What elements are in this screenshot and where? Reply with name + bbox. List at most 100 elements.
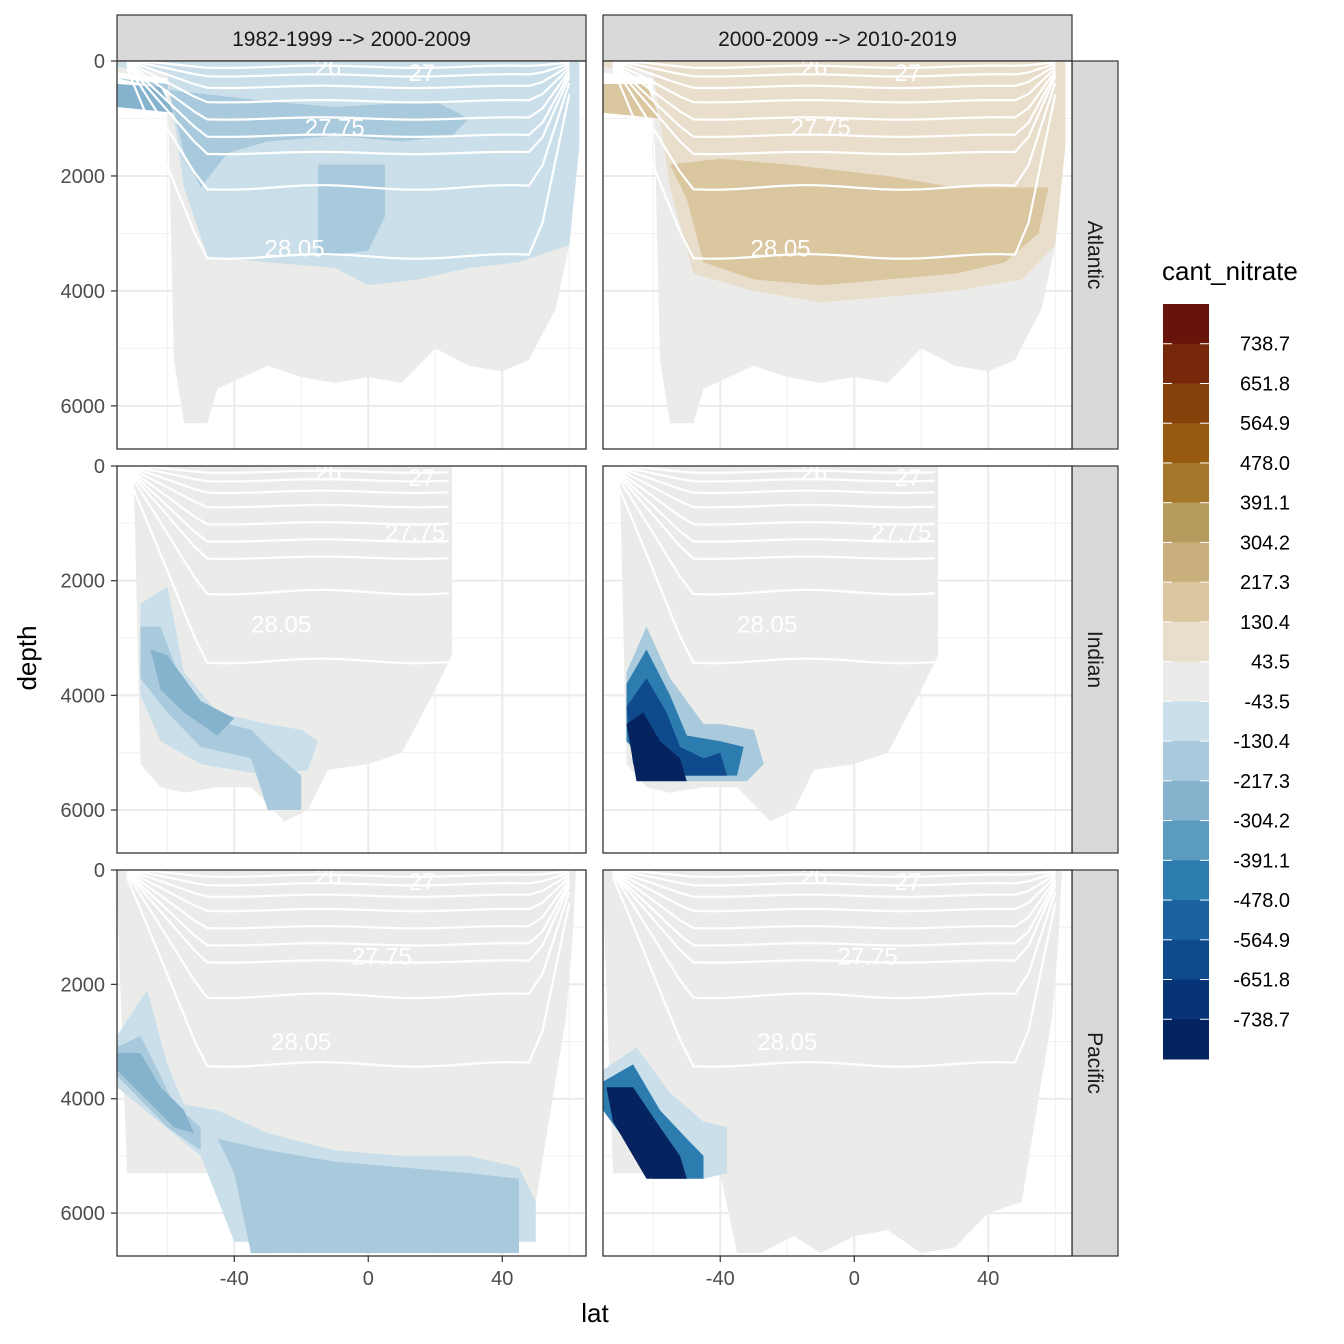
legend-break-label: 43.5: [1251, 652, 1290, 674]
isopycnal-label: 27: [894, 465, 921, 492]
y-tick-label: 4000: [61, 685, 106, 707]
legend-break-label: -478.0: [1233, 890, 1290, 912]
facet-panel: 26 27 27.75 28.05: [117, 870, 586, 1256]
legend-swatch: [1163, 304, 1209, 345]
isopycnal-label: 28.05: [271, 1029, 331, 1056]
isopycnal-line: [126, 870, 571, 913]
isopycnal-label: 27: [894, 60, 921, 87]
panel-border: [116, 465, 587, 854]
isopycnal-label: 27: [894, 869, 921, 896]
isopycnal-line: [126, 61, 570, 78]
isopycnal-line: [613, 466, 935, 475]
y-tick-label: 0: [94, 51, 105, 73]
y-tick-label: 6000: [61, 1203, 106, 1225]
isopycnal-line: [126, 62, 571, 139]
legend-swatch: [1163, 582, 1209, 623]
legend-break-label: 564.9: [1240, 413, 1290, 435]
legend-break-label: -564.9: [1233, 930, 1290, 952]
legend-swatch: [1163, 979, 1209, 1020]
row-strip-label: Atlantic: [1083, 221, 1106, 290]
legend-break-label: 391.1: [1240, 493, 1290, 515]
y-tick-label: 0: [94, 860, 105, 882]
y-tick-label: 4000: [61, 1089, 106, 1111]
isopycnal-line: [612, 871, 1057, 947]
isopycnal-line: [612, 467, 935, 543]
legend-swatch: [1163, 502, 1209, 543]
isopycnal-line: [126, 469, 449, 596]
isopycnal-line: [612, 466, 935, 509]
isopycnal-line: [613, 870, 1056, 878]
isopycnal-label: 26: [801, 863, 828, 890]
panel-border: [116, 869, 587, 1257]
legend-break-label: 217.3: [1240, 572, 1290, 594]
isopycnal-line: [612, 870, 1057, 913]
y-axis-title: depth: [12, 625, 42, 690]
isopycnal-label: 26: [315, 459, 342, 486]
cant-patch: [217, 1138, 519, 1254]
isopycnal-label: 27.75: [352, 943, 412, 970]
column-strip-label: 2000-2009 --> 2010-2019: [718, 28, 957, 51]
isopycnal-label: 26: [801, 459, 828, 486]
facet-panel: 26 27 27.75 28.05: [603, 459, 1072, 853]
isopycnal-line: [612, 870, 1056, 899]
x-tick-label: 0: [849, 1268, 860, 1290]
isopycnal-label: 27.75: [385, 520, 445, 547]
legend-swatch: [1163, 343, 1209, 384]
column-strip: [116, 14, 587, 62]
isopycnal-line: [125, 68, 571, 260]
legend-break-label: -43.5: [1244, 691, 1290, 713]
isopycnal-label: 28.05: [737, 611, 797, 638]
isopycnal-line: [126, 63, 571, 156]
facet-panel: 26 27 27.75 28.05: [117, 459, 586, 853]
cant-patch: [117, 84, 174, 113]
cant-patch: [626, 712, 687, 782]
isopycnal-label: 27.75: [871, 520, 931, 547]
legend-swatch: [1163, 542, 1209, 583]
legend-title: cant_nitrate: [1162, 256, 1298, 286]
isopycnal-line: [612, 468, 935, 561]
y-tick-label: 6000: [61, 396, 106, 418]
isopycnal-line: [612, 64, 1057, 191]
isopycnal-line: [612, 62, 1057, 139]
isopycnal-line: [126, 466, 449, 494]
isopycnal-label: 28.05: [265, 235, 325, 262]
isopycnal-line: [612, 466, 935, 494]
cant-patch: [606, 1087, 687, 1179]
panel-border: [116, 60, 587, 450]
legend-swatch: [1163, 621, 1209, 663]
isopycnal-line: [612, 872, 1057, 964]
facet-panel: 26 27 27.75 28.05: [117, 60, 586, 449]
legend-break-label: 738.7: [1240, 334, 1290, 356]
legend-swatch: [1163, 661, 1209, 702]
x-tick-label: 40: [977, 1268, 999, 1290]
isopycnal-line: [612, 469, 935, 596]
legend-swatch: [1163, 423, 1209, 464]
isopycnal-line: [126, 870, 570, 899]
facet-panel: 26 27 27.75 28.05: [603, 863, 1072, 1256]
isopycnal-label: 27: [408, 60, 435, 87]
row-strip: [1071, 869, 1119, 1257]
row-strip: [1071, 60, 1119, 450]
legend-break-label: -738.7: [1233, 1009, 1290, 1031]
column-strip: [602, 14, 1073, 62]
isopycnal-label: 28.05: [251, 611, 311, 638]
legend-break-label: -304.2: [1233, 811, 1290, 833]
isopycnal-label: 27.75: [791, 115, 851, 142]
legend-swatch: [1163, 860, 1209, 901]
isopycnal-label: 26: [801, 54, 828, 81]
isopycnal-line: [126, 467, 449, 543]
x-axis-title: lat: [581, 1298, 609, 1328]
isopycnal-label: 27.75: [305, 115, 365, 142]
legend-break-label: -391.1: [1233, 850, 1290, 872]
legend-break-label: 478.0: [1240, 453, 1290, 475]
isopycnal-line: [126, 466, 449, 526]
legend-break-label: 304.2: [1240, 532, 1290, 554]
isopycnal-line: [612, 63, 1057, 156]
legend-swatch: [1163, 939, 1209, 981]
row-strip: [1071, 465, 1119, 854]
legend-swatch: [1163, 780, 1209, 822]
cant-patch: [117, 78, 469, 188]
cant-patch: [150, 649, 235, 736]
isopycnal-line: [611, 473, 935, 665]
isopycnal-line: [612, 61, 1056, 90]
